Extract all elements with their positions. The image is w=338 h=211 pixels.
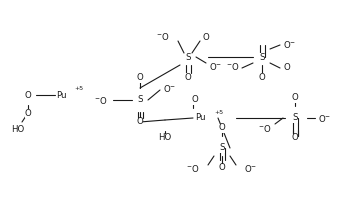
Text: O$^{-}$: O$^{-}$ (318, 112, 331, 123)
Text: O$^{-}$: O$^{-}$ (244, 162, 257, 173)
Text: O: O (292, 134, 298, 142)
Text: O: O (259, 73, 265, 81)
Text: S: S (185, 53, 191, 61)
Text: HO: HO (159, 134, 172, 142)
Text: O: O (25, 108, 31, 118)
Text: Pu: Pu (56, 91, 67, 100)
Text: +5: +5 (214, 110, 223, 115)
Text: S: S (137, 96, 143, 104)
Text: O: O (283, 62, 290, 72)
Text: O: O (219, 123, 225, 133)
Text: O: O (25, 91, 31, 100)
Text: O: O (219, 164, 225, 173)
Text: $^{-}$O: $^{-}$O (226, 61, 240, 73)
Text: $^{-}$O: $^{-}$O (186, 162, 200, 173)
Text: O: O (192, 96, 198, 104)
Text: O: O (185, 73, 191, 81)
Text: S: S (292, 114, 298, 123)
Text: O: O (137, 73, 143, 83)
Text: $^{-}$O: $^{-}$O (94, 95, 108, 106)
Text: S: S (219, 143, 225, 153)
Text: +5: +5 (74, 87, 83, 92)
Text: Pu: Pu (195, 114, 206, 123)
Text: O$^{-}$: O$^{-}$ (209, 61, 222, 73)
Text: O: O (292, 93, 298, 103)
Text: $^{-}$O: $^{-}$O (258, 123, 272, 134)
Text: HO: HO (11, 126, 25, 134)
Text: $^{-}$O: $^{-}$O (156, 31, 170, 42)
Text: O: O (202, 32, 209, 42)
Text: O$^{-}$: O$^{-}$ (283, 39, 296, 50)
Text: O$^{-}$: O$^{-}$ (163, 83, 176, 93)
Text: S: S (259, 53, 265, 61)
Text: O: O (137, 118, 143, 127)
